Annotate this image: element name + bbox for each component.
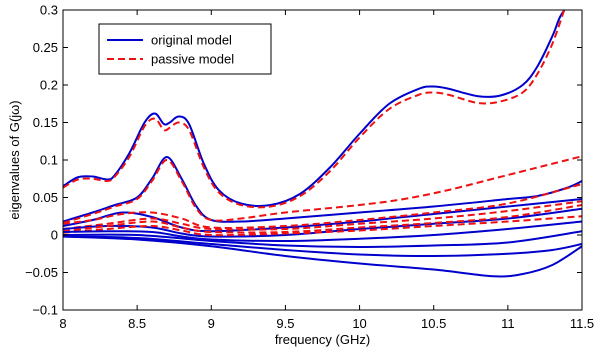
x-axis-title: frequency (GHz): [275, 332, 370, 347]
y-tick-label: 0.15: [33, 115, 58, 130]
x-tick-label: 10: [352, 316, 366, 331]
original-model-curve-2: [63, 155, 582, 223]
original-model-curve-10: [63, 220, 582, 243]
x-tick-label: 8: [59, 316, 66, 331]
y-tick-label: 0.3: [40, 3, 58, 18]
original-model-curve-4: [63, 198, 582, 233]
x-tick-label: 11: [501, 316, 515, 331]
x-tick-label: 10.5: [421, 316, 446, 331]
legend-box: [98, 23, 272, 75]
passive-model-curve-9: [63, 215, 582, 237]
y-tick-label: −0.1: [32, 303, 58, 318]
passive-model-curve-6: [63, 200, 582, 231]
y-axis-title: eigenvalues of G(jω): [7, 100, 22, 219]
y-tick-label: 0.2: [40, 78, 58, 93]
series-layer: [63, 10, 582, 278]
y-tick-label: 0.1: [40, 153, 58, 168]
y-tick-label: −0.05: [25, 265, 58, 280]
legend-label-passive: passive model: [151, 52, 234, 67]
y-tick-label: 0.05: [33, 190, 58, 205]
y-tick-label: 0: [51, 228, 58, 243]
x-tick-label: 11.5: [570, 316, 594, 331]
x-tick-label: 9: [208, 316, 215, 331]
passive-model-curve-1: [63, 10, 566, 209]
legend: original model passive model: [98, 23, 272, 75]
original-model-curve-13: [63, 235, 582, 278]
legend-label-original: original model: [151, 33, 232, 48]
x-tick-label: 9.5: [276, 316, 294, 331]
y-tick-label: 0.25: [33, 40, 58, 55]
original-model-curve-0: [63, 10, 566, 207]
original-model-curve-11: [63, 230, 582, 249]
ticks-layer: 8 8.5 9 9.5 10 10.5 11 11.5 −0.1 −0.05 0 0.05 0.1 0.1…: [25, 3, 594, 332]
passive-model-curve-8: [63, 204, 582, 234]
original-model-curve-12: [63, 235, 582, 258]
x-tick-label: 8.5: [128, 316, 146, 331]
